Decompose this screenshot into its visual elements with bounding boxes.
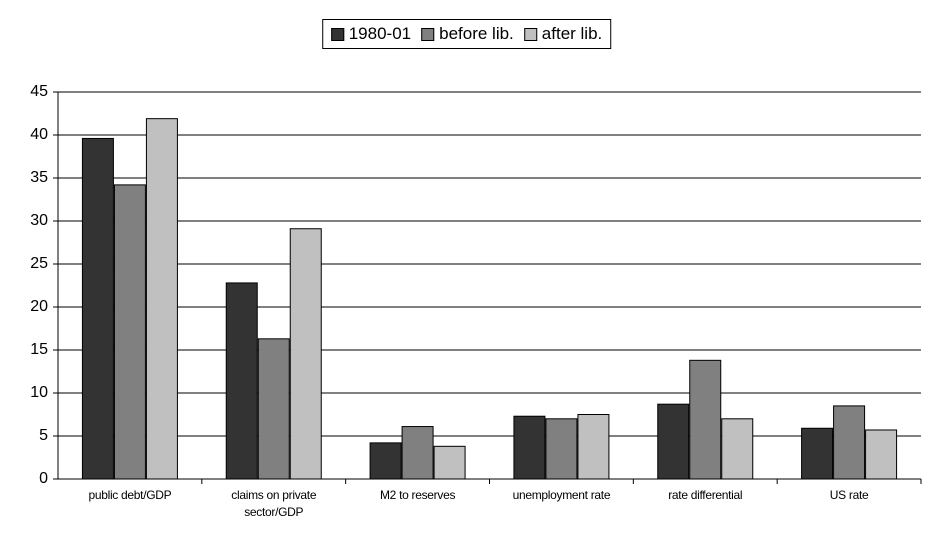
x-tick-label: rate differential (668, 488, 743, 502)
bar (689, 359, 722, 480)
x-tick-label: claims on private sector/GDP (231, 488, 317, 519)
bar (401, 426, 434, 480)
y-tick-label: 25 (30, 255, 48, 272)
y-tick-label: 20 (30, 298, 48, 315)
bar (801, 427, 834, 480)
y-tick-label: 35 (30, 169, 48, 186)
legend-label: 1980-01 (348, 24, 412, 43)
y-tick-label: 30 (30, 212, 48, 229)
legend-swatch (330, 27, 344, 41)
bar (545, 418, 578, 480)
legend-item: after lib. (523, 24, 603, 44)
legend-label: after lib. (541, 24, 603, 43)
y-tick-label: 45 (30, 83, 48, 100)
y-tick-label: 10 (30, 384, 48, 401)
bar (369, 442, 402, 480)
legend-item: 1980-01 (330, 24, 412, 44)
bar (513, 415, 546, 480)
legend-label: before lib. (439, 24, 514, 43)
y-tick-label: 40 (30, 126, 48, 143)
y-tick-label: 5 (39, 427, 48, 444)
y-tick-label: 0 (39, 470, 48, 487)
bar (113, 184, 146, 480)
bar (225, 282, 258, 480)
x-tick-label: public debt/GDP (88, 488, 172, 502)
bar (577, 414, 610, 480)
x-tick-label: M2 to reserves (379, 488, 456, 502)
legend: 1980-01 before lib. after lib. (321, 19, 612, 49)
bar (865, 429, 898, 480)
x-tick-label: US rate (829, 488, 869, 502)
bar (833, 405, 866, 480)
bar (657, 403, 690, 480)
x-tick-label: unemployment rate (512, 488, 611, 502)
bar (81, 137, 114, 480)
legend-swatch (421, 27, 435, 41)
bar (145, 118, 178, 480)
y-tick-label: 15 (30, 341, 48, 358)
legend-swatch (523, 27, 537, 41)
bar (257, 338, 290, 480)
legend-item: before lib. (421, 24, 514, 44)
bar (433, 445, 466, 480)
bar (721, 418, 754, 480)
bar (289, 228, 322, 480)
